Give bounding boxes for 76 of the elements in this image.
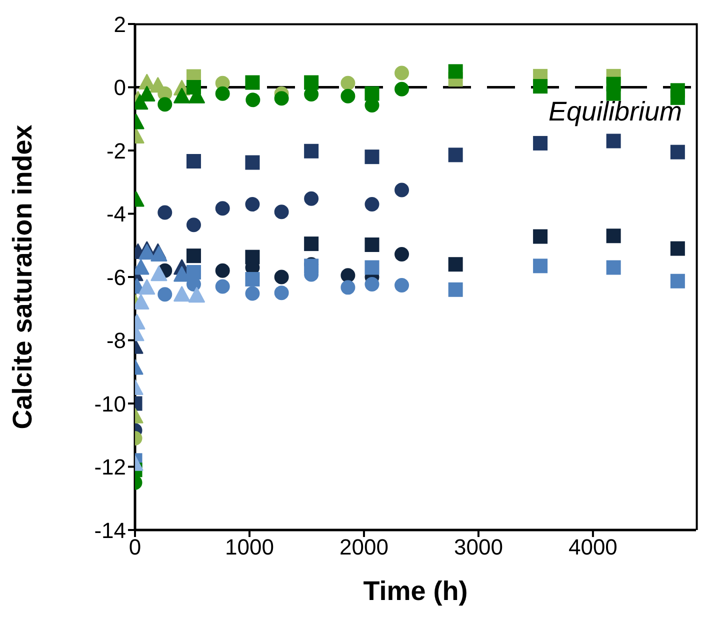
point (340, 280, 356, 295)
point (448, 148, 463, 162)
point (246, 92, 260, 108)
point (186, 248, 201, 264)
point (533, 229, 548, 244)
y-tick-label: -6 (106, 264, 126, 290)
point (394, 182, 410, 198)
point (274, 204, 289, 220)
point (394, 246, 410, 262)
point (394, 82, 410, 96)
point (215, 86, 230, 101)
point (364, 260, 380, 275)
point (186, 265, 201, 280)
y-tick-label: -10 (94, 391, 126, 416)
point (364, 150, 380, 164)
point (606, 260, 621, 275)
point (606, 76, 621, 92)
point (448, 282, 463, 297)
point (215, 201, 230, 216)
ref-line-label: Equilibrium (548, 96, 682, 126)
point (138, 244, 156, 260)
point (215, 279, 230, 294)
x-axis-title: Time (h) (363, 576, 468, 606)
point (533, 136, 548, 150)
point (364, 237, 380, 252)
point (533, 79, 548, 94)
point (606, 228, 621, 244)
y-tick-label: -4 (106, 202, 126, 227)
x-tick-label: 1000 (225, 534, 274, 560)
point (304, 75, 319, 90)
point (304, 191, 319, 206)
x-tick-label: 3000 (454, 534, 503, 560)
point (670, 144, 685, 160)
point (394, 278, 410, 292)
x-tick-label: 4000 (568, 534, 618, 560)
point (448, 64, 463, 79)
point (274, 286, 289, 300)
point (274, 91, 289, 106)
point (448, 257, 463, 272)
point (304, 144, 319, 158)
y-tick-label: -2 (106, 138, 126, 164)
y-tick-label: -8 (106, 328, 126, 354)
point (606, 134, 621, 148)
y-tick-label: 2 (114, 12, 126, 37)
y-tick-label: -12 (94, 454, 126, 480)
point (135, 294, 150, 310)
x-tick-label: 2000 (340, 534, 388, 560)
point (670, 241, 685, 256)
point (364, 277, 380, 292)
point (186, 80, 201, 94)
point (245, 75, 260, 90)
point (186, 218, 201, 232)
y-axis-title: Calcite saturation index (8, 124, 38, 430)
y-tick-label: -14 (94, 518, 126, 543)
point (186, 154, 201, 169)
point (135, 259, 150, 275)
point (364, 197, 380, 212)
point (245, 155, 260, 170)
y-tick-label: 0 (114, 75, 126, 100)
point (245, 197, 260, 212)
point (158, 205, 172, 220)
point (245, 286, 260, 301)
point (158, 287, 172, 302)
point (215, 263, 230, 278)
point (274, 270, 289, 284)
point (304, 236, 319, 252)
point (245, 272, 260, 286)
point (340, 76, 356, 90)
point (174, 266, 190, 282)
point (670, 274, 685, 288)
point (340, 268, 356, 283)
point (394, 66, 410, 80)
point (364, 86, 380, 101)
point (340, 88, 356, 104)
point (533, 258, 548, 274)
point (158, 97, 172, 112)
